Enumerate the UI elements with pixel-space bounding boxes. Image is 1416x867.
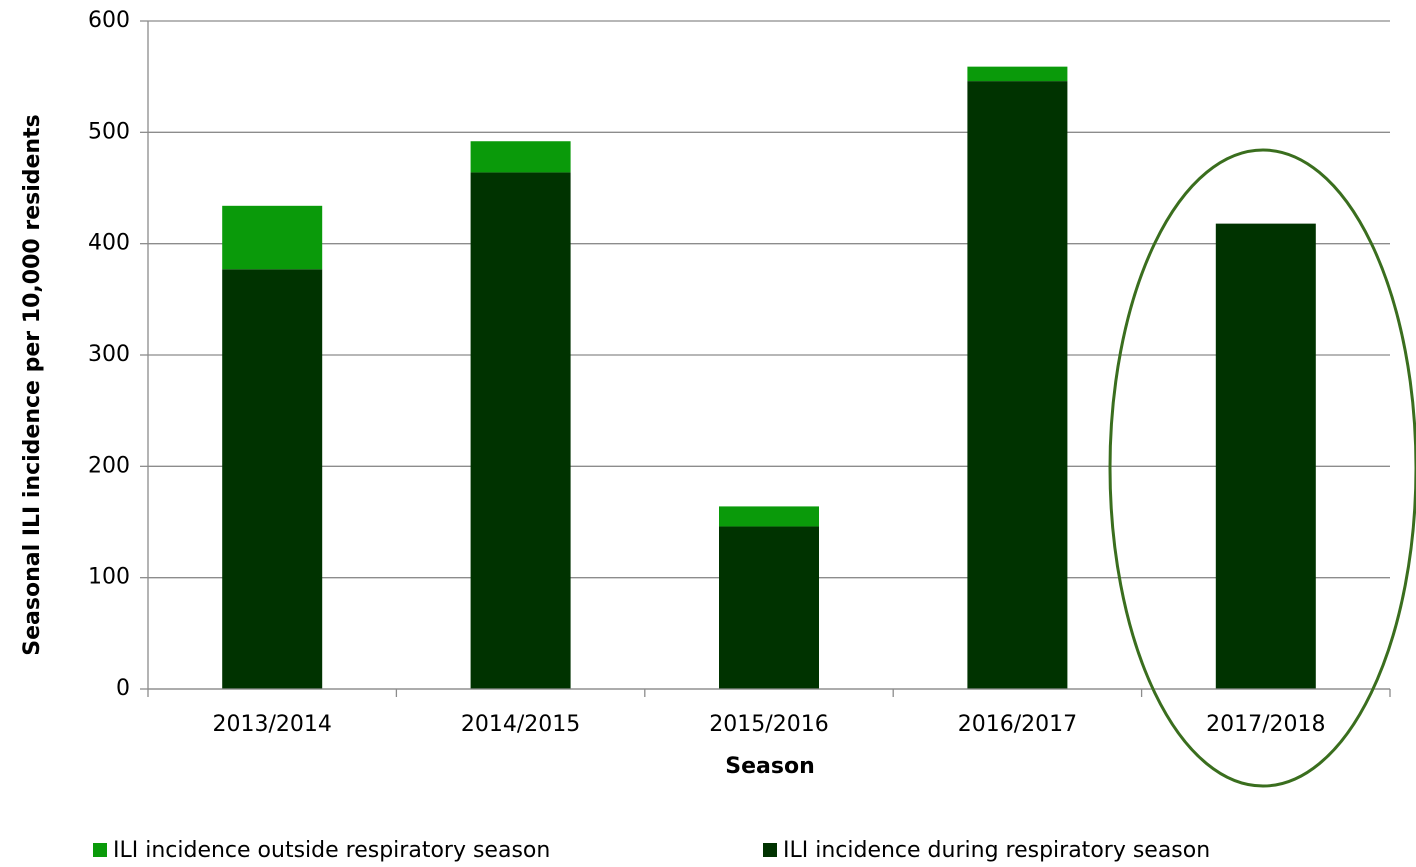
bar-segment [470,141,571,173]
x-tick-label: 2014/2015 [461,712,580,737]
y-tick-label: 600 [88,8,130,33]
bar-segment [967,81,1068,690]
bar-segment [222,205,323,270]
legend-swatch [93,843,107,857]
y-tick-label: 500 [88,119,130,144]
highlight-ellipse [1108,148,1416,788]
x-tick-label: 2016/2017 [958,712,1077,737]
y-tick-label: 200 [88,453,130,478]
y-tick-label: 400 [88,231,130,256]
legend-swatch [763,843,777,857]
bar-segment [967,66,1068,82]
plot-area: 0 100 200 300 400 500 600 2013/2014 2014/2015 201… [88,8,1391,737]
y-tick-label: 100 [88,565,130,590]
y-axis-title: Seasonal ILI incidence per 10,000 reside… [20,114,45,655]
y-tick-label: 0 [116,676,130,701]
legend-label: ILI incidence outside respiratory season [113,838,550,863]
x-axis-title: Season [725,754,814,779]
bar-segment [470,172,571,689]
bar-segment [719,526,819,689]
bar-segment [1215,223,1316,690]
y-tick-label: 300 [88,342,130,367]
x-tick-label: 2013/2014 [213,712,332,737]
x-tick-label: 2015/2016 [709,712,828,737]
x-tick-label: 2017/2018 [1206,712,1325,737]
legend-label: ILI incidence during respiratory season [783,838,1210,863]
bar-segment [719,506,819,527]
bar-segment [222,269,323,689]
